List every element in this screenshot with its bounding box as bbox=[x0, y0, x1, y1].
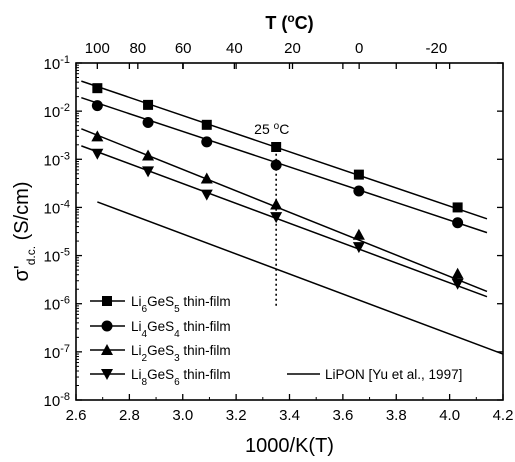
legend-marker-1 bbox=[101, 320, 113, 332]
top-tick-label: 40 bbox=[226, 40, 243, 57]
legend-label-4: LiPON [Yu et al., 1997] bbox=[325, 367, 462, 382]
x-tick-label: 2.6 bbox=[66, 407, 87, 424]
series-1-point bbox=[353, 185, 365, 197]
x-tick-label: 4.0 bbox=[439, 407, 460, 424]
legend-marker-3 bbox=[101, 369, 113, 380]
series-1-point bbox=[142, 117, 154, 129]
x-tick-label: 3.2 bbox=[226, 407, 247, 424]
series-3-point bbox=[200, 189, 213, 201]
series-3-point bbox=[270, 212, 283, 224]
y-tick-label: 10-5 bbox=[44, 247, 70, 266]
top-tick-label: 100 bbox=[85, 40, 110, 57]
series-1-point bbox=[201, 136, 213, 148]
series-0-point bbox=[452, 202, 463, 213]
series-2-point bbox=[352, 228, 365, 240]
y-tick-label: 10-7 bbox=[44, 343, 70, 362]
series-2-point bbox=[91, 130, 104, 142]
series-2-fit-line bbox=[81, 128, 488, 293]
x-tick-label: 3.4 bbox=[279, 407, 300, 424]
series-1-point bbox=[91, 100, 103, 112]
series-4-fit-line bbox=[97, 201, 504, 355]
legend-marker-2 bbox=[101, 344, 113, 355]
y-tick-label: 10-6 bbox=[44, 295, 70, 314]
y-tick-label: 10-8 bbox=[44, 391, 70, 410]
y-tick-label: 10-1 bbox=[44, 54, 70, 73]
legend-label-3: Li8GeS6 thin-film bbox=[131, 367, 231, 388]
x-axis-title: 1000/K(T) bbox=[245, 435, 334, 457]
series-3-fit-line bbox=[81, 145, 488, 298]
top-tick-label: 80 bbox=[129, 40, 146, 57]
x-tick-label: 2.8 bbox=[119, 407, 140, 424]
chart-marks: 25 oC bbox=[81, 80, 504, 355]
legend-label-0: Li6GeS5 thin-film bbox=[131, 294, 231, 315]
series-2-point bbox=[200, 172, 213, 184]
series-0-point bbox=[92, 83, 103, 94]
legend-label-1: Li4GeS4 thin-film bbox=[131, 319, 231, 340]
top-axis-title: T (oC) bbox=[265, 11, 313, 33]
series-0-point bbox=[143, 99, 154, 110]
y-tick-label: 10-3 bbox=[44, 150, 70, 169]
axes: 2.6 2.8 3.0 3.2 3.4 3.6 3.8 4.0 4.2 1000/K(T) 100 8… bbox=[11, 11, 513, 457]
x-tick-label: 3.8 bbox=[386, 407, 407, 424]
series-1-point bbox=[452, 217, 464, 229]
series-2-point bbox=[451, 267, 464, 279]
top-tick-label: 20 bbox=[284, 40, 301, 57]
top-tick-label: -20 bbox=[425, 40, 447, 57]
series-0-fit-line bbox=[81, 80, 488, 220]
x-tick-label: 4.2 bbox=[493, 407, 514, 424]
series-3-point bbox=[91, 148, 104, 160]
series-3-point bbox=[451, 278, 464, 290]
x-tick-label: 3.0 bbox=[172, 407, 193, 424]
series-0-point bbox=[201, 119, 212, 130]
annotation-25c-label: 25 oC bbox=[254, 121, 289, 138]
series-3-point bbox=[142, 166, 155, 178]
y-tick-label: 10-2 bbox=[44, 102, 70, 121]
top-tick-label: 0 bbox=[355, 40, 363, 57]
legend: Li6GeS5 thin-film Li4GeS4 thin-film Li2GeS… bbox=[90, 294, 462, 388]
series-2-point bbox=[142, 149, 155, 161]
series-0-point bbox=[353, 169, 364, 180]
series-1-fit-line bbox=[81, 97, 488, 234]
y-tick-label: 10-4 bbox=[44, 198, 70, 217]
top-tick-label: 60 bbox=[175, 40, 192, 57]
x-tick-label: 3.6 bbox=[332, 407, 353, 424]
legend-label-2: Li2GeS3 thin-film bbox=[131, 343, 231, 364]
legend-marker-0 bbox=[102, 296, 112, 306]
series-0-point bbox=[271, 141, 282, 152]
series-3-point bbox=[352, 242, 365, 254]
y-axis-title: σ'd.c. (S/cm) bbox=[11, 182, 38, 282]
